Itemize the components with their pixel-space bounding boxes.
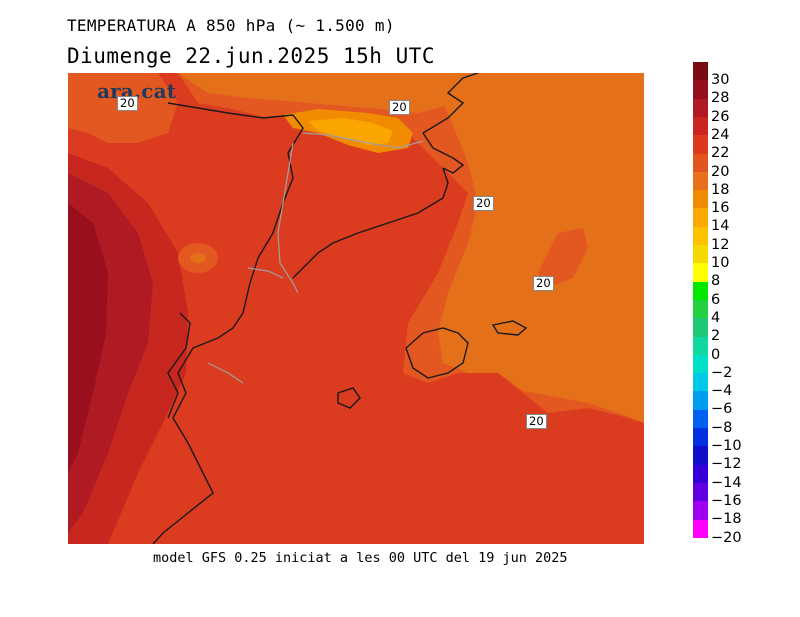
legend-swatch bbox=[693, 208, 708, 228]
legend-swatch bbox=[693, 116, 708, 136]
legend-tick-label: 12 bbox=[711, 236, 730, 253]
field-18-spot bbox=[190, 253, 206, 263]
legend-tick-label: −20 bbox=[711, 529, 742, 546]
contour-label-20-pyrenees: 20 bbox=[389, 100, 410, 115]
legend-swatch bbox=[693, 62, 708, 81]
legend-swatch bbox=[693, 190, 708, 209]
legend-tick-label: −12 bbox=[711, 456, 742, 473]
legend-tick-label: 24 bbox=[711, 126, 730, 143]
legend-swatch bbox=[693, 245, 708, 264]
coastline-north bbox=[167, 102, 229, 114]
legend-swatch bbox=[693, 464, 708, 484]
legend-tick-label: −18 bbox=[711, 511, 742, 528]
field-28-west bbox=[68, 203, 108, 473]
legend-swatch bbox=[693, 428, 708, 447]
coastline-france bbox=[422, 73, 479, 134]
legend-swatch bbox=[693, 373, 708, 392]
legend-swatch bbox=[693, 226, 708, 246]
temperature-map bbox=[68, 73, 644, 544]
legend-swatch bbox=[693, 391, 708, 411]
legend-tick-label: −2 bbox=[711, 364, 733, 381]
contour-label-20-nw: 20 bbox=[117, 96, 138, 111]
legend-swatch bbox=[693, 354, 708, 374]
legend-tick-label: 10 bbox=[711, 255, 730, 271]
legend-swatch bbox=[693, 80, 708, 100]
legend-swatch bbox=[693, 299, 708, 319]
legend-swatch bbox=[693, 482, 708, 502]
legend-tick-label: 14 bbox=[711, 218, 730, 235]
map-title: TEMPERATURA A 850 hPa (~ 1.500 m) bbox=[67, 16, 395, 35]
legend-tick-label: −10 bbox=[711, 438, 742, 454]
coastline-gulf bbox=[422, 132, 465, 174]
border-internal-b bbox=[247, 267, 284, 279]
field-22-ebro bbox=[268, 148, 408, 213]
border-france-spain bbox=[302, 132, 424, 149]
legend-tick-label: 0 bbox=[711, 346, 721, 363]
color-legend bbox=[693, 62, 708, 555]
legend-tick-label: 6 bbox=[711, 291, 721, 308]
legend-tick-label: 20 bbox=[711, 163, 730, 180]
border-internal-c bbox=[207, 362, 244, 384]
legend-swatch bbox=[693, 153, 708, 173]
coastline-catalonia bbox=[292, 167, 449, 279]
legend-tick-label: 4 bbox=[711, 309, 721, 326]
legend-tick-label: −8 bbox=[711, 419, 733, 436]
field-20-sardinia bbox=[538, 228, 588, 288]
legend-swatch bbox=[693, 336, 708, 356]
map-subtitle: Diumenge 22.jun.2025 15h UTC bbox=[67, 44, 436, 68]
legend-tick-label: 2 bbox=[711, 328, 721, 345]
legend-swatch bbox=[693, 98, 708, 118]
contour-label-20-gulf: 20 bbox=[473, 196, 494, 211]
field-18-east bbox=[428, 73, 644, 423]
legend-tick-label: 22 bbox=[711, 145, 730, 162]
legend-swatch bbox=[693, 281, 708, 301]
legend-tick-label: −14 bbox=[711, 474, 742, 491]
legend-swatch bbox=[693, 501, 708, 520]
island-mallorca bbox=[405, 327, 469, 379]
legend-tick-label: 18 bbox=[711, 181, 730, 198]
legend-tick-label: 30 bbox=[711, 72, 730, 88]
legend-tick-label: −4 bbox=[711, 383, 733, 400]
legend-tick-label: 8 bbox=[711, 273, 721, 290]
legend-swatch bbox=[693, 446, 708, 466]
field-14-pyrenees bbox=[308, 118, 393, 145]
legend-swatch bbox=[693, 318, 708, 337]
border-portugal bbox=[167, 312, 191, 419]
island-ibiza bbox=[337, 387, 361, 409]
legend-tick-label: 26 bbox=[711, 108, 730, 125]
legend-tick-label: 28 bbox=[711, 90, 730, 107]
contour-label-20-south: 20 bbox=[526, 414, 547, 429]
legend-swatch bbox=[693, 135, 708, 154]
legend-swatch bbox=[693, 519, 708, 539]
legend-swatch bbox=[693, 263, 708, 283]
legend-swatch bbox=[693, 409, 708, 429]
legend-swatch bbox=[693, 171, 708, 191]
legend-tick-label: −16 bbox=[711, 492, 742, 509]
border-internal-a bbox=[277, 142, 299, 294]
legend-tick-label: −6 bbox=[711, 401, 733, 418]
contour-label-20-sardinia: 20 bbox=[533, 276, 554, 291]
island-menorca bbox=[491, 320, 528, 336]
model-info: model GFS 0.25 iniciat a les 00 UTC del … bbox=[153, 550, 568, 566]
legend-tick-label: 16 bbox=[711, 200, 730, 217]
